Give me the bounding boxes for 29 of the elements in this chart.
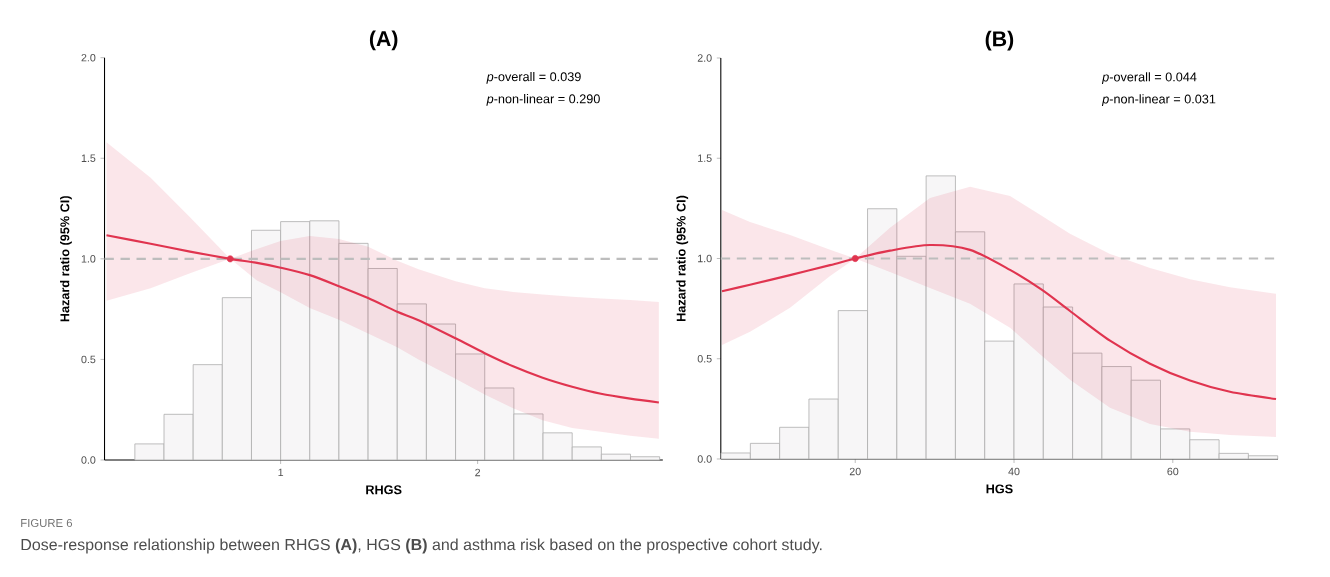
x-axis-title: RHGS bbox=[366, 485, 402, 495]
y-tick-label: 2.0 bbox=[81, 53, 96, 62]
annotation: p-non-linear = 0.031 bbox=[1101, 94, 1216, 106]
y-axis-title: Hazard ratio (95% CI) bbox=[60, 196, 72, 322]
line-series bbox=[720, 243, 1278, 401]
y-tick-label: 0.5 bbox=[81, 355, 96, 364]
y-tick-label: 1.5 bbox=[698, 154, 712, 162]
y-tick-label: 1.0 bbox=[698, 254, 712, 263]
x-tick-label: 40 bbox=[1008, 467, 1020, 476]
chart-title: (A) bbox=[369, 30, 398, 51]
chart-title: (B) bbox=[985, 30, 1014, 51]
y-tick-label: 0.5 bbox=[697, 354, 712, 363]
x-tick-label: 20 bbox=[849, 467, 861, 476]
x-tick-label: 2 bbox=[475, 468, 481, 477]
x-axis-title: HGS bbox=[986, 484, 1013, 494]
y-tick-label: 0.0 bbox=[81, 456, 96, 464]
x-tick-label: 1 bbox=[278, 468, 284, 477]
y-tick-label: 0.0 bbox=[697, 455, 712, 463]
line-series bbox=[105, 234, 660, 404]
text: Dose-response relationship between RHGS (A), HGS (B) and asthma risk based on the prospective cohort study. bbox=[21, 538, 822, 554]
y-tick-label: 2.0 bbox=[697, 54, 712, 62]
y-tick-label: 1.5 bbox=[81, 154, 96, 162]
annotation: p-non-linear = 0.290 bbox=[486, 94, 600, 106]
caption: FIGURE 6 bbox=[21, 518, 73, 527]
y-axis-title: Hazard ratio (95% CI) bbox=[676, 195, 689, 321]
annotation: p-overall = 0.044 bbox=[1101, 72, 1197, 84]
y-tick-label: 1.0 bbox=[81, 255, 96, 263]
annotation: p-overall = 0.039 bbox=[486, 71, 581, 84]
x-tick-label: 60 bbox=[1167, 467, 1179, 476]
